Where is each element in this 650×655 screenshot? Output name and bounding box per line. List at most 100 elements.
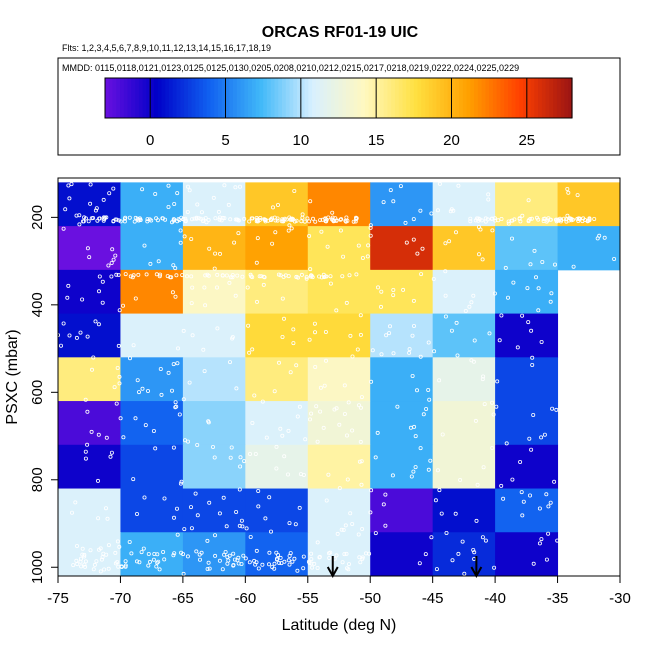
track-point [275, 218, 280, 223]
track-point [428, 458, 433, 463]
track-point [539, 339, 544, 344]
track-point [65, 295, 70, 300]
track-point [86, 219, 91, 224]
track-point [90, 367, 95, 372]
track-point [91, 567, 96, 572]
track-point [443, 314, 448, 319]
track-point [242, 216, 247, 221]
track-point [94, 559, 99, 564]
track-point [94, 206, 99, 211]
track-point [585, 219, 590, 224]
track-point [353, 219, 358, 224]
colorbar-segment [330, 78, 336, 118]
track-point [427, 397, 432, 402]
track-point [241, 553, 246, 558]
track-point [476, 218, 481, 223]
track-point [330, 210, 335, 215]
heatmap-cell [495, 182, 559, 227]
track-point [153, 446, 158, 451]
track-point [314, 404, 319, 409]
heatmap-cell [432, 532, 496, 577]
track-point [255, 218, 260, 223]
track-point [398, 184, 403, 189]
track-point [313, 219, 318, 224]
track-point [490, 445, 495, 450]
track-point [526, 198, 531, 203]
heatmap-cell [58, 401, 121, 446]
track-point [212, 455, 217, 460]
track-point [468, 219, 473, 224]
track-point [290, 217, 295, 222]
x-tick-label: -30 [609, 590, 631, 607]
colorbar-segment [519, 78, 524, 118]
track-point [158, 366, 163, 371]
track-point [89, 429, 94, 434]
track-point [82, 562, 87, 567]
track-point [546, 504, 551, 509]
track-point [359, 395, 364, 400]
track-point [487, 331, 492, 336]
track-point [335, 531, 340, 536]
track-point [565, 213, 570, 218]
track-point [170, 290, 175, 295]
track-point [96, 432, 101, 437]
colorbar-segment [451, 78, 456, 118]
track-point [166, 183, 171, 188]
colorbar-segment [278, 78, 283, 118]
track-point [82, 215, 87, 220]
track-point [89, 216, 94, 221]
track-point [291, 341, 296, 346]
track-point [263, 218, 268, 223]
track-point [285, 472, 290, 477]
track-point [286, 274, 291, 279]
track-point [447, 239, 452, 244]
track-point [482, 402, 487, 407]
colorbar-segment [187, 78, 193, 118]
track-point [286, 228, 291, 233]
track-point [308, 274, 313, 279]
track-point [133, 296, 138, 301]
colorbar-segment [492, 78, 498, 118]
track-point [213, 216, 218, 221]
colorbar-segment [425, 78, 430, 118]
colorbar-segment [500, 78, 505, 118]
track-point [587, 217, 592, 222]
track-point [142, 495, 147, 500]
track-point [413, 465, 418, 470]
track-point [307, 337, 312, 342]
track-point [140, 187, 145, 192]
track-point [358, 332, 363, 337]
track-point [256, 488, 261, 493]
track-point [307, 233, 312, 238]
track-point [499, 483, 504, 488]
track-point [391, 351, 396, 356]
track-point [142, 243, 147, 248]
track-point [98, 569, 103, 574]
colorbar-segment [202, 78, 208, 118]
track-point [359, 482, 364, 487]
track-point [391, 293, 396, 298]
colorbar-segment [176, 78, 181, 118]
track-point [146, 563, 151, 568]
colorbar-segment [135, 78, 140, 118]
y-tick-label: 200 [29, 205, 46, 230]
colorbar-segment [432, 78, 438, 118]
heatmap-cell [120, 401, 184, 446]
track-point [463, 308, 468, 313]
colorbar-segment [172, 78, 178, 118]
colorbar-segment [308, 78, 313, 118]
heatmap-cell [495, 269, 559, 315]
track-point [179, 479, 184, 484]
track-point [174, 506, 179, 511]
track-point [129, 551, 134, 556]
track-point [276, 272, 281, 277]
track-point [79, 564, 84, 569]
track-point [286, 428, 291, 433]
track-point [145, 217, 150, 222]
track-point [134, 559, 139, 564]
track-point [214, 285, 219, 290]
track-point [63, 207, 68, 212]
track-point [116, 343, 121, 348]
track-point [181, 552, 186, 557]
track-point [351, 219, 356, 224]
